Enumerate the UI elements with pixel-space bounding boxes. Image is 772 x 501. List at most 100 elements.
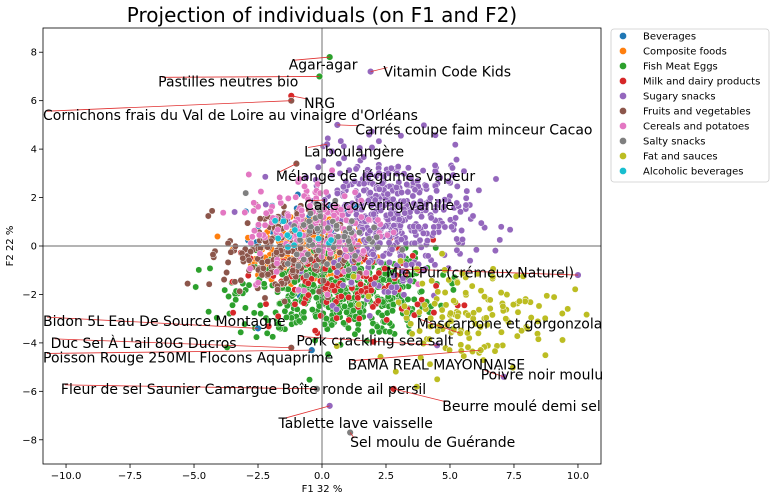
x-tick-label: −5.0 — [182, 471, 206, 482]
point-4 — [370, 210, 378, 218]
point-4 — [333, 305, 340, 313]
point-8 — [479, 356, 487, 364]
point-4 — [400, 170, 408, 178]
point-7 — [374, 243, 382, 251]
point-2 — [368, 328, 376, 335]
point-8 — [421, 301, 429, 309]
point-8 — [425, 335, 433, 343]
annotation-label: La boulangère — [304, 145, 404, 161]
point-5 — [274, 286, 282, 294]
point-4 — [472, 246, 480, 254]
highlighted-points — [254, 53, 582, 437]
point-5 — [224, 258, 232, 266]
legend-entry: Beverages — [643, 32, 696, 43]
point-7 — [300, 221, 308, 229]
annotation-arrow — [46, 316, 259, 329]
point-3 — [367, 287, 375, 294]
point-3 — [430, 309, 438, 317]
point-6 — [314, 180, 322, 188]
point-4 — [408, 261, 416, 268]
point-8 — [441, 289, 449, 296]
point-4 — [336, 169, 344, 177]
point-7 — [284, 260, 292, 268]
point-6 — [301, 182, 308, 190]
annotation-arrow — [46, 349, 312, 354]
point-8 — [516, 297, 523, 305]
point-5 — [239, 254, 247, 262]
point-8 — [559, 336, 566, 344]
point-4 — [360, 180, 368, 188]
point-2 — [284, 285, 292, 293]
point-6 — [362, 269, 370, 277]
point-4 — [385, 239, 393, 247]
point-4 — [385, 258, 393, 266]
x-tick-label: 5.0 — [442, 471, 458, 482]
point-4 — [417, 204, 425, 212]
point-8 — [457, 341, 465, 349]
point-4 — [378, 179, 386, 187]
x-tick-label: −2.5 — [246, 471, 270, 482]
point-2 — [389, 307, 396, 315]
point-6 — [282, 223, 290, 231]
legend-marker — [619, 167, 627, 175]
point-6 — [254, 203, 262, 211]
point-6 — [246, 265, 254, 273]
point-7 — [333, 222, 340, 230]
point-8 — [503, 291, 511, 299]
point-7 — [351, 252, 359, 260]
point-7 — [345, 237, 353, 245]
point-4 — [419, 167, 427, 175]
point-7 — [334, 233, 342, 241]
point-3 — [300, 299, 308, 307]
point-8 — [433, 375, 441, 383]
annotation-label: Tablette lave vaisselle — [277, 416, 432, 432]
point-3 — [354, 294, 362, 302]
annotation-label: Sel moulu de Guérande — [350, 435, 515, 451]
y-tick-label: 2 — [31, 193, 37, 204]
point-3 — [317, 312, 325, 320]
point-3 — [460, 301, 468, 309]
point-2 — [223, 343, 231, 351]
point-8 — [413, 383, 421, 391]
annotation-arrow — [46, 100, 292, 112]
point-5 — [205, 280, 213, 288]
point-4 — [433, 187, 441, 195]
point-6 — [254, 279, 262, 287]
point-6 — [292, 193, 300, 201]
point-4 — [377, 259, 385, 267]
point-8 — [438, 306, 446, 314]
point-8 — [427, 314, 435, 322]
point-2 — [379, 276, 387, 284]
point-7 — [345, 266, 352, 274]
point-8 — [462, 289, 470, 297]
point-6 — [328, 166, 336, 174]
point-4 — [376, 201, 384, 209]
point-9 — [290, 241, 298, 249]
point-4 — [445, 177, 452, 185]
point-4 — [339, 183, 347, 191]
annotation-label: Mascarpone et gorgonzola — [417, 317, 603, 333]
point-4 — [400, 291, 408, 299]
point-5 — [290, 256, 298, 264]
y-axis-ticks: −8 −6 −4 −2 0 2 4 6 8 — [22, 48, 43, 446]
annotation-arrow — [162, 76, 320, 78]
point-6 — [257, 188, 265, 196]
legend-entry: Fat and sauces — [643, 152, 718, 163]
point-9 — [327, 236, 335, 244]
x-tick-label: 7.5 — [506, 471, 522, 482]
point-6 — [298, 206, 306, 214]
point-4 — [261, 173, 269, 181]
point-8 — [564, 305, 572, 313]
point-4 — [466, 257, 474, 265]
point-2 — [274, 320, 282, 328]
legend-marker — [619, 152, 627, 160]
point-8 — [489, 273, 497, 281]
point-3 — [381, 265, 389, 273]
point-4 — [404, 164, 412, 172]
point-6 — [255, 221, 262, 229]
point-6 — [219, 209, 227, 217]
point-4 — [422, 182, 430, 190]
point-4 — [506, 226, 514, 234]
point-3 — [355, 315, 363, 322]
annotation-arrow — [54, 338, 292, 349]
